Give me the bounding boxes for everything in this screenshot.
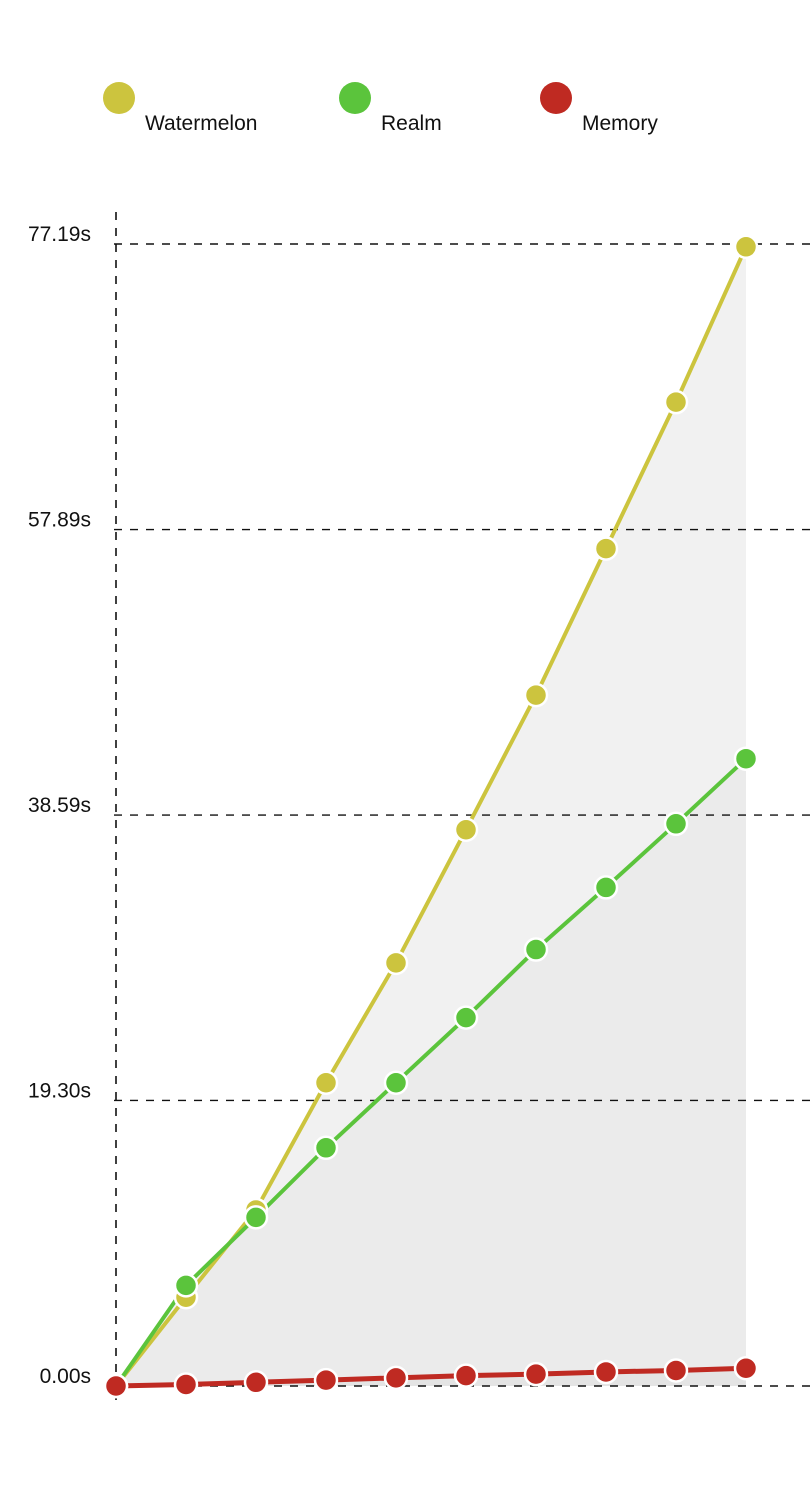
y-tick-label-2: 38.59s	[28, 794, 91, 817]
legend-swatch-realm	[339, 82, 371, 114]
data-point-realm-1	[173, 1273, 199, 1298]
data-point-memory-6	[523, 1361, 549, 1387]
y-tick-label-0: 0.00s	[40, 1365, 91, 1388]
data-point-memory-0	[103, 1373, 129, 1399]
data-point-watermelon-7	[593, 536, 619, 561]
data-point-watermelon-6	[523, 682, 549, 708]
y-tick-label-3: 57.89s	[28, 509, 91, 532]
data-point-memory-3	[313, 1367, 339, 1393]
data-point-realm-6	[523, 937, 549, 962]
series-line-memory	[113, 1365, 749, 1389]
data-point-realm-4	[383, 1070, 409, 1095]
data-point-memory-1	[173, 1372, 199, 1397]
chart-legend: Watermelon Realm Memory	[0, 0, 812, 160]
data-point-realm-8	[663, 811, 689, 837]
data-point-realm-9	[733, 746, 759, 771]
data-point-memory-4	[383, 1365, 409, 1391]
data-point-memory-8	[663, 1358, 689, 1383]
data-point-watermelon-9	[733, 234, 759, 260]
area-realm	[116, 758, 746, 1386]
legend-swatch-memory	[540, 82, 572, 114]
legend-label-watermelon: Watermelon	[145, 112, 258, 135]
legend-label-realm: Realm	[381, 112, 442, 135]
data-point-watermelon-4	[383, 950, 409, 976]
data-point-memory-7	[593, 1359, 619, 1385]
data-point-watermelon-3	[313, 1070, 339, 1095]
data-point-realm-5	[453, 1005, 479, 1030]
data-point-memory-9	[733, 1355, 759, 1381]
y-tick-label-4: 77.19s	[28, 223, 91, 246]
data-point-realm-7	[593, 875, 619, 900]
data-point-realm-3	[313, 1135, 339, 1161]
legend-label-memory: Memory	[582, 112, 658, 135]
data-point-realm-2	[243, 1205, 269, 1230]
data-point-watermelon-8	[663, 389, 689, 415]
y-tick-label-1: 19.30s	[28, 1079, 91, 1102]
data-point-watermelon-5	[453, 817, 479, 842]
legend-swatch-watermelon	[103, 82, 135, 114]
series-line-realm	[114, 756, 748, 1388]
data-point-memory-2	[243, 1370, 269, 1395]
data-point-memory-5	[453, 1363, 479, 1388]
